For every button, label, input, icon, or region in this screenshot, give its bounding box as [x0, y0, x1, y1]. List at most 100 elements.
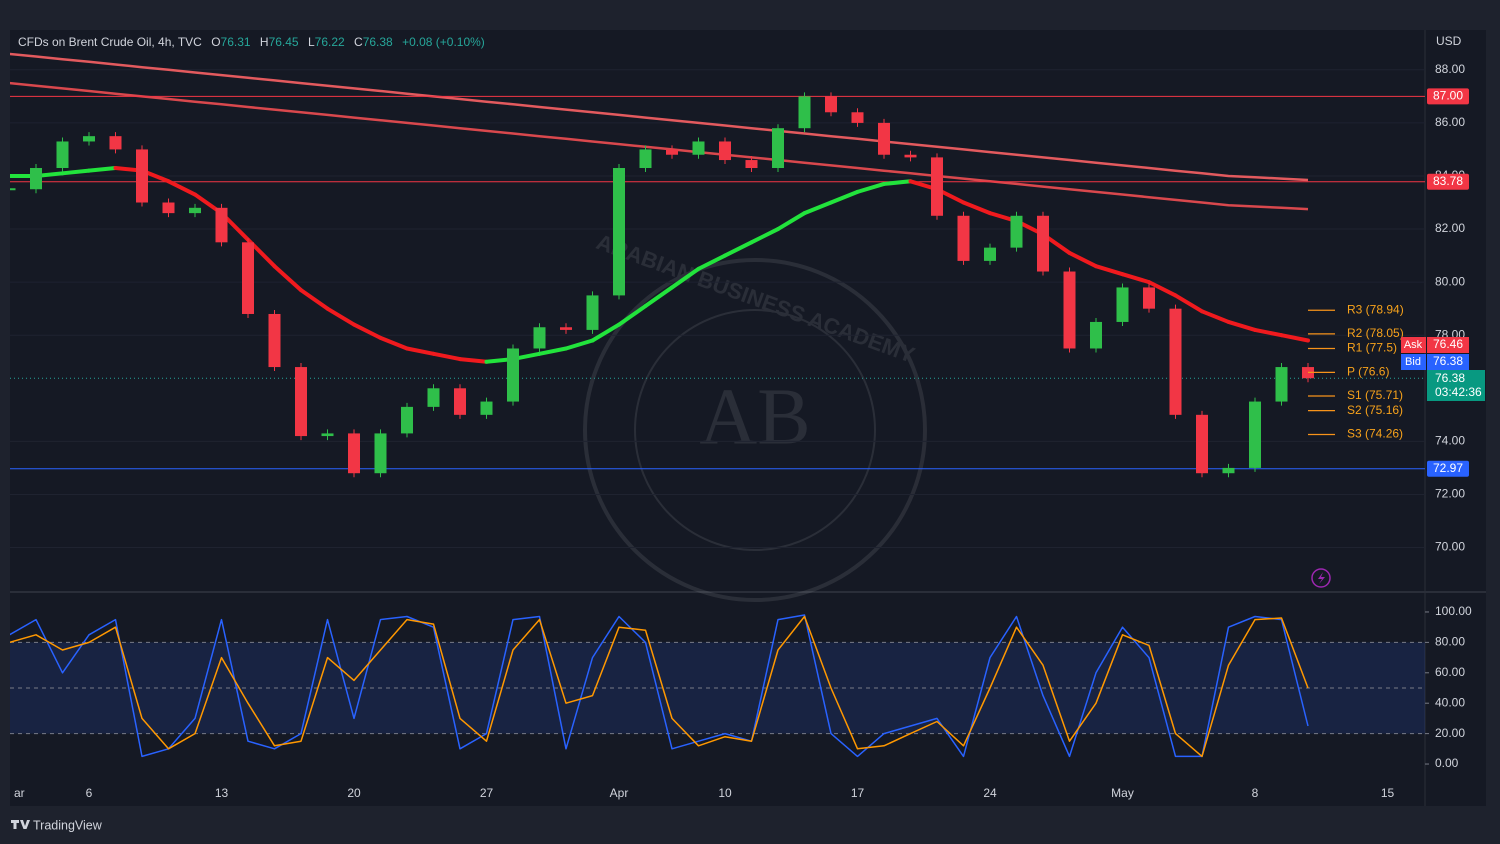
level-label: 83.78: [1433, 174, 1463, 188]
moving-average-segment: [1147, 280, 1178, 298]
x-tick-label: May: [1111, 786, 1134, 800]
candle: [321, 433, 334, 437]
moving-average-segment: [431, 351, 462, 362]
candle: [454, 388, 466, 415]
ohlc-value: 76.22: [315, 35, 345, 49]
pivot-label: R1 (77.5): [1347, 341, 1397, 355]
x-tick-label: 10: [718, 786, 732, 800]
candle: [189, 207, 201, 214]
x-tick-label: 8: [1252, 786, 1259, 800]
pivot-label: S3 (74.26): [1347, 427, 1403, 441]
y-tick-label: 74.00: [1435, 434, 1465, 448]
moving-average-segment: [272, 264, 303, 293]
moving-average-segment: [352, 322, 383, 340]
moving-average-segment: [802, 200, 833, 216]
candle: [745, 160, 758, 169]
moving-average-segment: [1094, 264, 1125, 277]
x-tick-label: 15: [1381, 786, 1395, 800]
watermark-logo: AB: [699, 373, 810, 461]
long-moving-average: [10, 52, 1309, 182]
quote-name: Ask: [1404, 339, 1423, 351]
y-tick-label: 70.00: [1435, 540, 1465, 554]
y-tick-label: 100.00: [1435, 604, 1472, 618]
price-pane: R3 (78.94) R2 (78.05)R1 (77.5) P (76.6) S1 …: [10, 52, 1425, 549]
level-badge: [1427, 88, 1469, 105]
y-tick-label: 40.00: [1435, 695, 1465, 709]
alert-icon[interactable]: [1311, 568, 1331, 588]
ohlc-key: H: [260, 35, 269, 49]
ohlc-value: 76.31: [221, 35, 251, 49]
pivot-label: S2 (75.16): [1347, 403, 1403, 417]
candle: [825, 96, 837, 113]
level-badge: [1427, 173, 1469, 190]
ohlc-value: 76.38: [363, 35, 393, 49]
candle: [242, 242, 254, 314]
moving-average-segment: [882, 179, 913, 186]
y-tick-label: 80.00: [1435, 635, 1465, 649]
moving-average-segment: [1279, 333, 1310, 343]
candle: [533, 327, 546, 349]
pivot-label: S1 (75.71): [1347, 388, 1403, 402]
candle: [1143, 287, 1155, 309]
y-tick-label: 88.00: [1435, 62, 1465, 76]
axes: 88.0086.0084.0082.0080.0078.0074.0072.00…: [14, 62, 1485, 800]
moving-average-segment: [1253, 327, 1284, 338]
candle: [1010, 215, 1023, 248]
candle: [268, 313, 281, 368]
ohlc-key: C: [354, 35, 363, 49]
moving-average-segment: [723, 240, 754, 258]
oscillator-pane: [10, 614, 1425, 758]
watermark-ring: [634, 309, 876, 551]
moving-average-segment: [564, 338, 595, 351]
candle: [851, 112, 864, 123]
currency: USD: [1436, 34, 1462, 48]
moving-average-segment: [1067, 250, 1098, 269]
candle: [719, 141, 731, 161]
candle: [295, 367, 307, 437]
candle: [348, 433, 360, 474]
brand: TradingView: [33, 818, 103, 832]
candle: [878, 122, 890, 155]
candle: [613, 168, 625, 296]
quote-tag: [1401, 354, 1426, 370]
moving-average-segment: [749, 227, 780, 245]
alert-icon-bolt: [1318, 572, 1325, 584]
moving-average-segment: [590, 322, 621, 343]
countdown: 03:42:36: [1435, 385, 1482, 399]
moving-average-segment: [1226, 319, 1257, 332]
y-tick-label: 60.00: [1435, 665, 1465, 679]
candle: [904, 154, 917, 158]
last-price: 76.38: [1435, 371, 1465, 385]
y-tick-label: 82.00: [1435, 221, 1465, 235]
x-tick-label: 27: [480, 786, 494, 800]
quote-badge: [1427, 354, 1469, 370]
candle: [772, 128, 784, 169]
candle: [427, 388, 440, 407]
candle: [215, 207, 228, 243]
candle: [1063, 271, 1076, 349]
candle: [984, 247, 996, 261]
moving-average-segment: [776, 211, 807, 232]
symbol-title: CFDs on Brent Crude Oil, 4h, TVC: [18, 35, 202, 49]
pivot-label: R3 (78.94): [1347, 302, 1404, 316]
moving-average-segment: [87, 166, 118, 173]
candle: [1090, 321, 1102, 349]
candle: [136, 149, 148, 203]
x-tick-label: Apr: [610, 786, 629, 800]
y-tick-label: 20.00: [1435, 726, 1465, 740]
x-tick-label: ar: [14, 786, 25, 800]
quote-value: 76.38: [1433, 354, 1463, 368]
change: +0.08 (+0.10%): [402, 35, 485, 49]
candle: [1037, 215, 1049, 272]
candle: [1196, 414, 1208, 474]
moving-average-segment: [60, 168, 91, 176]
candle: [109, 136, 122, 150]
x-tick-label: 6: [86, 786, 93, 800]
moving-average-segment: [325, 306, 356, 327]
candle: [374, 433, 387, 474]
pivot-label: P (76.6): [1347, 365, 1389, 379]
quote-value: 76.46: [1433, 337, 1463, 351]
moving-average-segment: [378, 335, 409, 351]
moving-average-segment: [458, 357, 489, 364]
